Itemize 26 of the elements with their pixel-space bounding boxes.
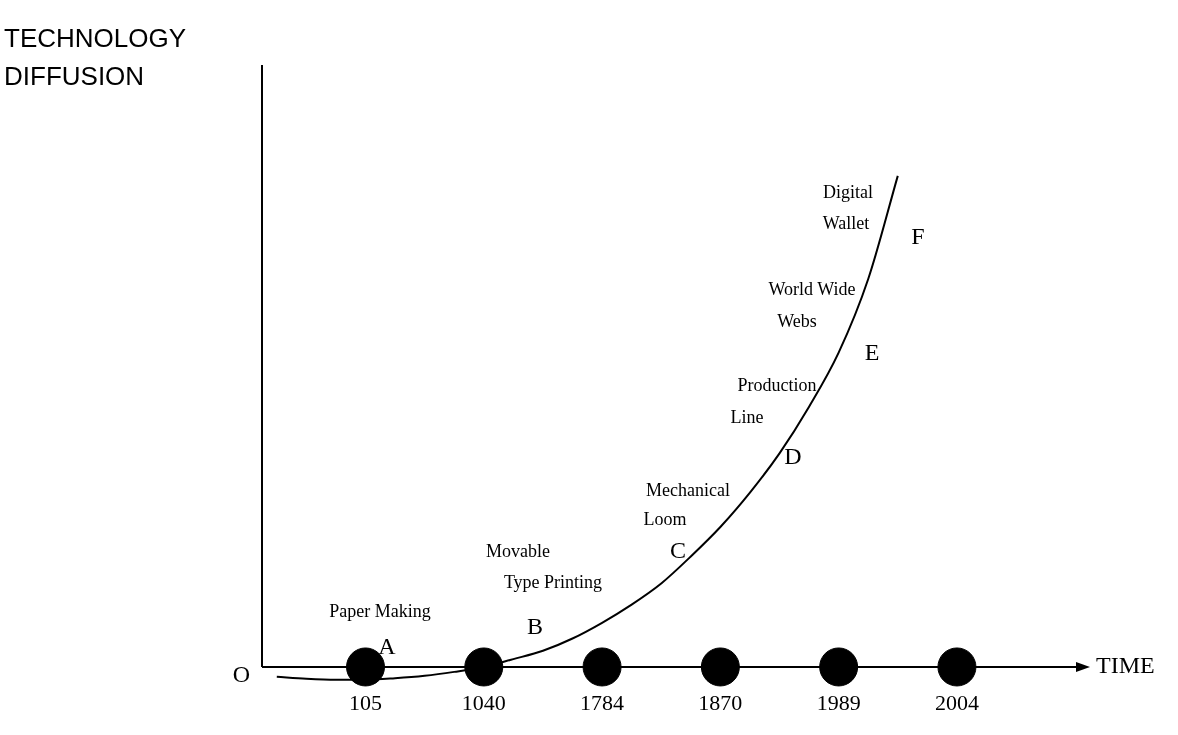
annotation: F: [911, 223, 925, 250]
x-tick-label: 1989: [816, 689, 861, 715]
x-tick-label: 1040: [461, 689, 506, 715]
annotation: C: [669, 537, 687, 564]
annotation: Webs: [777, 310, 817, 331]
x-tick-label: 105: [349, 689, 382, 715]
x-tick-label: 2004: [934, 689, 979, 715]
annotation: A: [378, 633, 397, 660]
x-tick-label: 1784: [580, 689, 625, 715]
x-axis-title: TIME: [1096, 652, 1155, 679]
annotation: Digital: [823, 181, 873, 202]
x-tick-label: 1870: [698, 689, 743, 715]
y-axis-title: TECHNOLOGY DIFFUSION: [4, 23, 187, 92]
annotation: B: [526, 613, 544, 640]
annotation: Line: [730, 406, 764, 427]
annotation: Paper Making: [329, 600, 431, 621]
annotation: Loom: [643, 508, 687, 529]
annotation: E: [864, 339, 880, 366]
annotation: Mechanical: [646, 479, 730, 500]
text: O: [232, 661, 250, 688]
annotation: Movable: [486, 540, 550, 561]
annotation: D: [784, 443, 802, 470]
annotation: World Wide: [768, 278, 856, 299]
annotation: Wallet: [822, 212, 870, 233]
annotation: Type Printing: [503, 571, 603, 592]
annotation: Production: [737, 374, 817, 395]
